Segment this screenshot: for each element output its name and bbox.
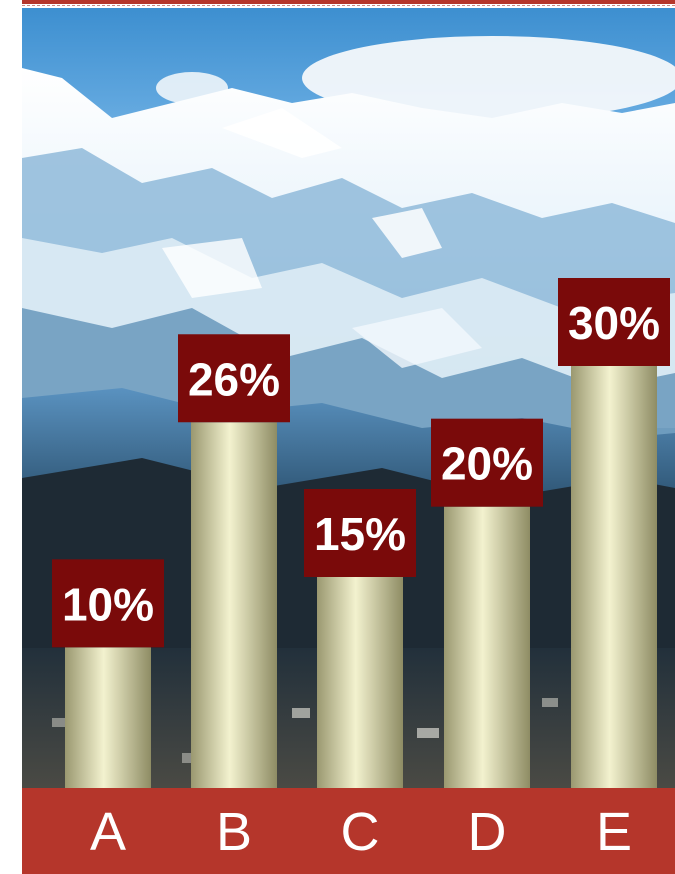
mountain-background-photo: 10% 26% 15% 20% 30%	[22, 8, 675, 788]
top-border	[22, 0, 675, 4]
value-label-B: 26%	[188, 353, 280, 405]
value-label-D: 20%	[441, 438, 533, 490]
value-label-box-D	[431, 418, 543, 507]
value-label-box-A	[52, 559, 164, 648]
category-label-B: B	[215, 802, 253, 862]
category-label-E: E	[595, 802, 633, 862]
value-label-E: 30%	[568, 297, 660, 349]
value-label-box-C	[304, 489, 416, 577]
bar-D	[444, 506, 530, 788]
x-axis-band	[22, 788, 675, 874]
bar-B	[191, 422, 277, 788]
bar-C	[317, 577, 403, 788]
bar-A	[65, 647, 151, 788]
top-dashed-rule	[22, 5, 675, 6]
bar-E	[571, 366, 657, 788]
value-label-A: 10%	[62, 578, 154, 630]
category-label-D: D	[467, 802, 507, 862]
value-label-box-E	[558, 278, 670, 366]
category-label-C: C	[340, 802, 380, 862]
value-label-C: 15%	[314, 508, 406, 560]
category-label-A: A	[89, 802, 127, 862]
bar-chart: 10% 26% 15% 20% 30%	[52, 278, 670, 788]
value-label-box-B	[178, 334, 290, 423]
